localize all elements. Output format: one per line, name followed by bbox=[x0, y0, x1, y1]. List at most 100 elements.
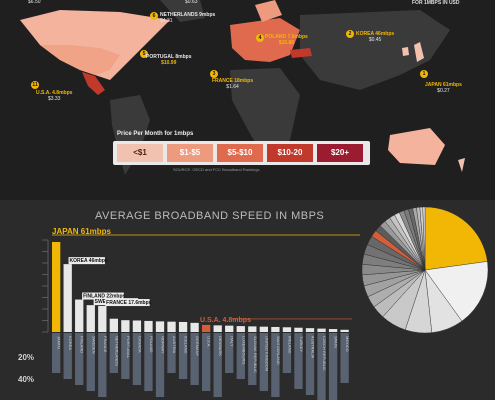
legend-item-4: $20+ bbox=[317, 144, 363, 162]
country-speed: POLAND 7.5mbps bbox=[265, 34, 308, 40]
country-price: $1.64 bbox=[226, 83, 239, 90]
x-tick-label: LUXEMBOURG bbox=[241, 336, 246, 364]
x-tick-label: PORTUGAL bbox=[126, 336, 131, 359]
x-tick-label: AUSTRIA bbox=[172, 336, 177, 354]
country-speed: FRANCE 18mbps bbox=[212, 78, 254, 84]
legend-item-3: $10-20 bbox=[267, 144, 313, 162]
country-label-poland: POLAND 7.5mbps $15.88 bbox=[265, 34, 308, 47]
x-tick-label: CZECH REPUBLIC bbox=[322, 336, 327, 371]
annotation-label: FRANCE 17.6mbps bbox=[106, 300, 152, 306]
north-america-shape bbox=[20, 10, 170, 80]
x-tick-label: TURKEY bbox=[299, 336, 304, 353]
x-tick-label: SLOVAK REPUBLIC bbox=[253, 336, 258, 373]
europe-shape bbox=[230, 18, 300, 62]
x-tick-label: U.S.A. bbox=[207, 336, 212, 348]
negative-bar bbox=[155, 333, 165, 397]
legend-item-0: <$1 bbox=[117, 144, 163, 162]
negative-bar bbox=[178, 333, 188, 379]
negative-bar bbox=[167, 333, 176, 373]
bar-germany bbox=[190, 322, 199, 332]
bar-turkey bbox=[294, 327, 303, 332]
annotation-label: KOREA 46mbps bbox=[70, 258, 108, 264]
rank-badge-korea: 2 bbox=[346, 30, 354, 38]
world-map: FOR 1MBPS IN USD $6.50 $0.63 6 NETHERLAN… bbox=[0, 0, 495, 200]
negative-bar bbox=[340, 333, 349, 383]
negative-bar bbox=[259, 333, 268, 391]
bar-slovak-republic bbox=[248, 326, 257, 332]
rank-badge-poland: 4 bbox=[256, 34, 264, 42]
bar-mexico bbox=[340, 329, 349, 332]
bar-korea bbox=[63, 264, 72, 332]
bar-denmark bbox=[213, 325, 222, 332]
bar-canada bbox=[132, 320, 142, 332]
negative-bar bbox=[86, 333, 95, 391]
negative-bar bbox=[305, 333, 315, 395]
x-tick-label: NORWAY bbox=[161, 336, 166, 354]
negative-bar bbox=[282, 333, 292, 373]
country-label-portugal: PORTUGAL 8mbps $10.99 bbox=[146, 54, 191, 67]
country-label-usa: U.S.A. 4.8mbps $3.33 bbox=[36, 90, 72, 103]
x-tick-label: NETHERLANDS bbox=[114, 336, 119, 366]
negative-axis-label: 40% bbox=[18, 375, 34, 384]
negative-bar bbox=[317, 333, 326, 400]
country-price: $6.50 bbox=[28, 0, 41, 5]
bar-united-kingdom bbox=[259, 326, 268, 332]
bar-ireland bbox=[282, 327, 292, 332]
x-tick-label: AUSTRALIA bbox=[311, 336, 316, 359]
africa-shape bbox=[230, 68, 300, 160]
x-tick-label: UNITED KINGDOM bbox=[264, 336, 269, 371]
japan-shape bbox=[414, 42, 424, 62]
bar-spain bbox=[328, 329, 338, 332]
country-price: $4.31 bbox=[160, 17, 173, 24]
bar-sweden bbox=[86, 305, 95, 332]
negative-bar bbox=[75, 333, 84, 385]
x-tick-label: GERMANY bbox=[195, 336, 200, 357]
scandinavia-shape bbox=[255, 0, 282, 22]
bar-portugal bbox=[121, 320, 130, 332]
x-tick-label: POLAND bbox=[149, 336, 154, 353]
negative-bar bbox=[271, 333, 280, 397]
annotation-label: FINLAND 22mbps bbox=[83, 294, 125, 300]
world-map-shapes bbox=[20, 0, 465, 175]
negative-bar bbox=[52, 333, 61, 373]
pie-slice bbox=[422, 206, 426, 271]
negative-axis-label: 20% bbox=[18, 353, 34, 362]
country-price: $3.33 bbox=[47, 95, 61, 102]
x-tick-label: DENMARK bbox=[218, 336, 223, 356]
x-tick-label: IRELAND bbox=[287, 336, 292, 353]
country-label-top2: $0.63 bbox=[185, 0, 198, 6]
annotation-label: U.S.A. 4.8mbps bbox=[200, 317, 251, 324]
annotation-box bbox=[82, 292, 124, 300]
negative-bar bbox=[202, 333, 211, 391]
negative-bar bbox=[63, 333, 72, 379]
asia-shape bbox=[300, 10, 450, 90]
country-price: $15.88 bbox=[278, 39, 295, 46]
negative-bar bbox=[328, 333, 338, 400]
australia-shape bbox=[388, 128, 445, 165]
country-price: $0.63 bbox=[185, 0, 198, 5]
negative-bar bbox=[132, 333, 142, 385]
x-tick-label: SWEDEN bbox=[91, 336, 96, 354]
x-tick-label: ICELAND bbox=[184, 336, 189, 353]
legend-item-2: $5-$10 bbox=[217, 144, 263, 162]
negative-bar bbox=[109, 333, 118, 373]
negative-bar bbox=[225, 333, 234, 373]
bar-norway bbox=[155, 321, 165, 332]
x-tick-label: JAPAN bbox=[57, 336, 62, 349]
x-tick-label: CANADA bbox=[137, 336, 142, 353]
nz-shape bbox=[458, 158, 465, 172]
bar-luxembourg bbox=[236, 326, 245, 332]
country-price: $0.27 bbox=[437, 87, 450, 94]
bar-finland bbox=[75, 299, 84, 332]
country-price: $0.45 bbox=[368, 36, 382, 43]
country-label-france: FRANCE 18mbps $1.64 bbox=[212, 78, 254, 91]
x-tick-label: ITALY bbox=[230, 336, 235, 347]
country-label-japan: JAPAN 61mbps $0.27 bbox=[425, 82, 462, 95]
annotation-label: JAPAN 61mbps bbox=[52, 227, 112, 236]
bar-iceland bbox=[178, 321, 188, 332]
x-tick-label: SWITZERLAND bbox=[276, 336, 281, 365]
negative-bar bbox=[98, 333, 107, 397]
pie-slice bbox=[424, 261, 489, 322]
country-label-netherlands: NETHERLANDS 9mbps $4.31 bbox=[160, 12, 215, 25]
negative-bar bbox=[190, 333, 199, 385]
